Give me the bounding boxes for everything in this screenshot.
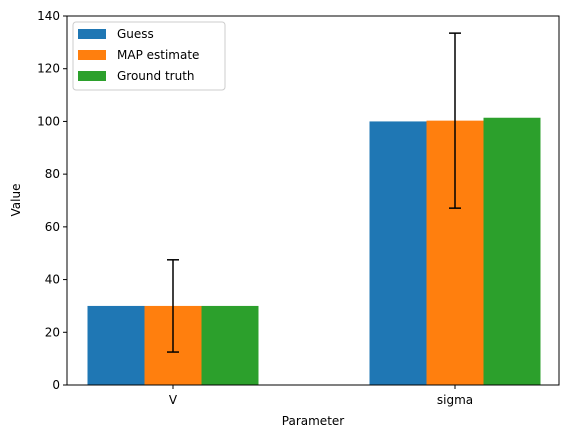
legend-box bbox=[72, 21, 226, 91]
y-tick-label: 80 bbox=[45, 167, 60, 181]
x-tick-label: sigma bbox=[437, 393, 473, 407]
legend-label: Ground truth bbox=[117, 69, 195, 83]
legend-label: Guess bbox=[117, 27, 154, 41]
bar-ground-truth-v bbox=[201, 305, 259, 385]
bar-guess-v bbox=[87, 305, 145, 385]
y-tick-label: 0 bbox=[52, 378, 60, 392]
legend: Guess MAP estimate Ground truth bbox=[72, 21, 226, 91]
errorbars-layer bbox=[167, 32, 461, 353]
y-axis: 0 20 40 60 80 100 120 140 bbox=[37, 9, 67, 392]
x-tick-label: V bbox=[169, 393, 178, 407]
legend-label: MAP estimate bbox=[117, 48, 199, 62]
bars-layer bbox=[87, 117, 541, 386]
y-axis-label: Value bbox=[9, 184, 23, 217]
y-tick-label: 40 bbox=[45, 273, 60, 287]
bar-ground-truth-sigma bbox=[483, 117, 541, 386]
bar-guess-sigma bbox=[369, 121, 427, 386]
legend-swatch bbox=[78, 71, 106, 81]
y-tick-label: 20 bbox=[45, 325, 60, 339]
plot-area-frame bbox=[66, 15, 560, 386]
x-axis-label: Parameter bbox=[282, 414, 344, 428]
legend-swatch bbox=[78, 50, 106, 60]
y-tick-label: 60 bbox=[45, 220, 60, 234]
y-tick-label: 120 bbox=[37, 62, 60, 76]
legend-swatch bbox=[78, 29, 106, 39]
y-tick-label: 100 bbox=[37, 114, 60, 128]
y-tick-label: 140 bbox=[37, 9, 60, 23]
